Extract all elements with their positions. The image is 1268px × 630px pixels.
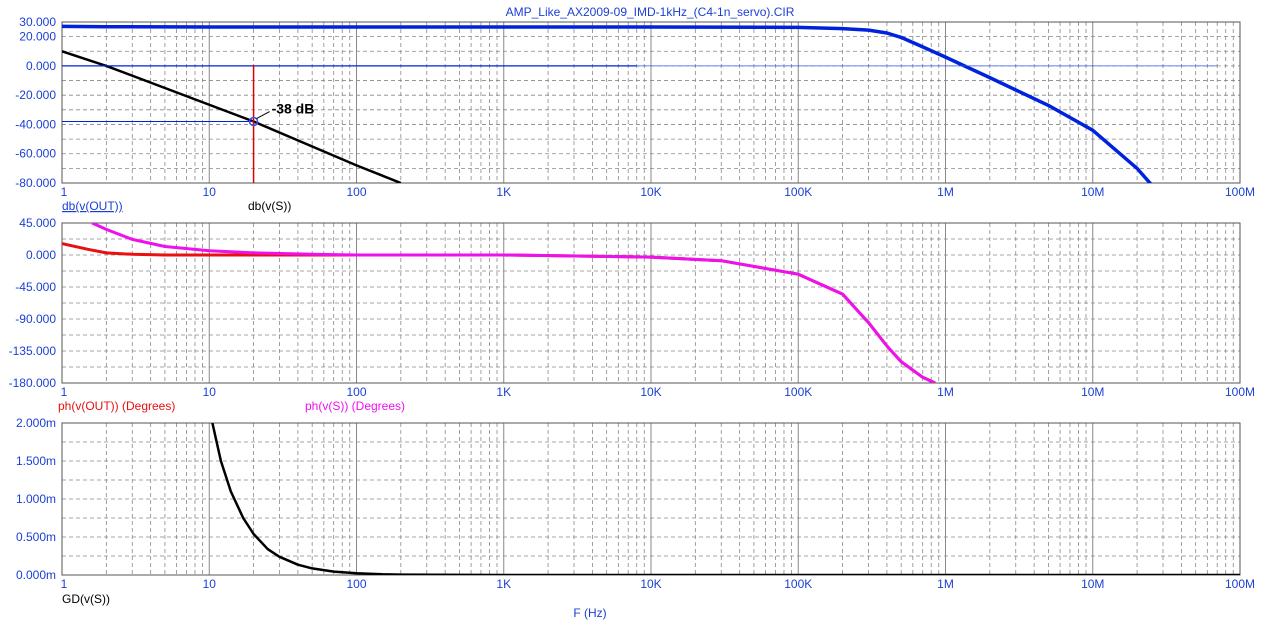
legend-entry: GD(v(S)) <box>62 592 110 606</box>
x-tick-label: 100K <box>784 385 812 399</box>
x-tick-label: 10 <box>203 385 217 399</box>
x-axis-label: F (Hz) <box>573 606 606 620</box>
y-tick-label: 2.000m <box>16 416 56 430</box>
series-line-db-v-out- <box>62 24 1153 183</box>
annotation-leader <box>256 111 270 119</box>
y-tick-label: -90.000 <box>15 312 56 326</box>
cursor-marker <box>248 116 259 127</box>
x-tick-label: 10M <box>1081 385 1104 399</box>
x-tick-label: 100K <box>784 185 812 199</box>
x-tick-label: 1 <box>61 185 68 199</box>
y-tick-label: 0.000 <box>26 59 56 73</box>
x-tick-label: 1M <box>937 185 954 199</box>
x-tick-label: 100 <box>346 185 366 199</box>
x-tick-label: 10M <box>1081 577 1104 591</box>
x-tick-label: 10K <box>640 185 661 199</box>
y-tick-label: -45.000 <box>15 280 56 294</box>
series-line-ph-v-s-degrees- <box>91 223 936 383</box>
y-tick-label: 0.500m <box>16 530 56 544</box>
y-tick-label: 0.000m <box>16 568 56 582</box>
x-tick-label: 100K <box>784 577 812 591</box>
x-tick-label: 1K <box>496 185 511 199</box>
x-tick-label: 100 <box>346 577 366 591</box>
y-tick-label: 0.000 <box>26 248 56 262</box>
legend-entry: ph(v(OUT)) (Degrees) <box>58 399 175 413</box>
y-tick-label: -80.000 <box>15 176 56 190</box>
x-tick-label: 10 <box>203 577 217 591</box>
y-tick-label: -60.000 <box>15 147 56 161</box>
x-tick-label: 1 <box>61 385 68 399</box>
y-tick-label: 1.500m <box>16 454 56 468</box>
x-tick-label: 1M <box>937 385 954 399</box>
y-tick-label: 20.000 <box>19 30 56 44</box>
plot-frame <box>61 21 1241 184</box>
y-tick-label: -40.000 <box>15 117 56 131</box>
series-line-gd-v-s- <box>211 423 1240 575</box>
x-tick-label: 1K <box>496 577 511 591</box>
legend-entry: ph(v(S)) (Degrees) <box>305 399 405 413</box>
plot-frame <box>61 222 1241 384</box>
x-tick-label: 100 <box>346 385 366 399</box>
annotation-label: -38 dB <box>272 101 315 117</box>
y-tick-label: -135.000 <box>9 344 57 358</box>
y-tick-label: -20.000 <box>15 88 56 102</box>
x-tick-label: 1K <box>496 385 511 399</box>
x-tick-label: 1M <box>937 577 954 591</box>
chart-title: AMP_Like_AX2009-09_IMD-1kHz_(C4-1n_servo… <box>506 5 795 19</box>
x-tick-label: 10 <box>203 185 217 199</box>
x-tick-label: 100M <box>1225 185 1255 199</box>
y-tick-label: 30.000 <box>19 15 56 29</box>
x-tick-label: 10K <box>640 577 661 591</box>
x-tick-label: 100M <box>1225 577 1255 591</box>
y-tick-label: -180.000 <box>9 376 57 390</box>
legend-entry: db(v(OUT)) <box>62 199 123 213</box>
x-tick-label: 1 <box>61 577 68 591</box>
x-tick-label: 10M <box>1081 185 1104 199</box>
x-tick-label: 100M <box>1225 385 1255 399</box>
y-tick-label: 45.000 <box>19 216 56 230</box>
x-tick-label: 10K <box>640 385 661 399</box>
legend-entry: db(v(S)) <box>248 199 291 213</box>
y-tick-label: 1.000m <box>16 492 56 506</box>
